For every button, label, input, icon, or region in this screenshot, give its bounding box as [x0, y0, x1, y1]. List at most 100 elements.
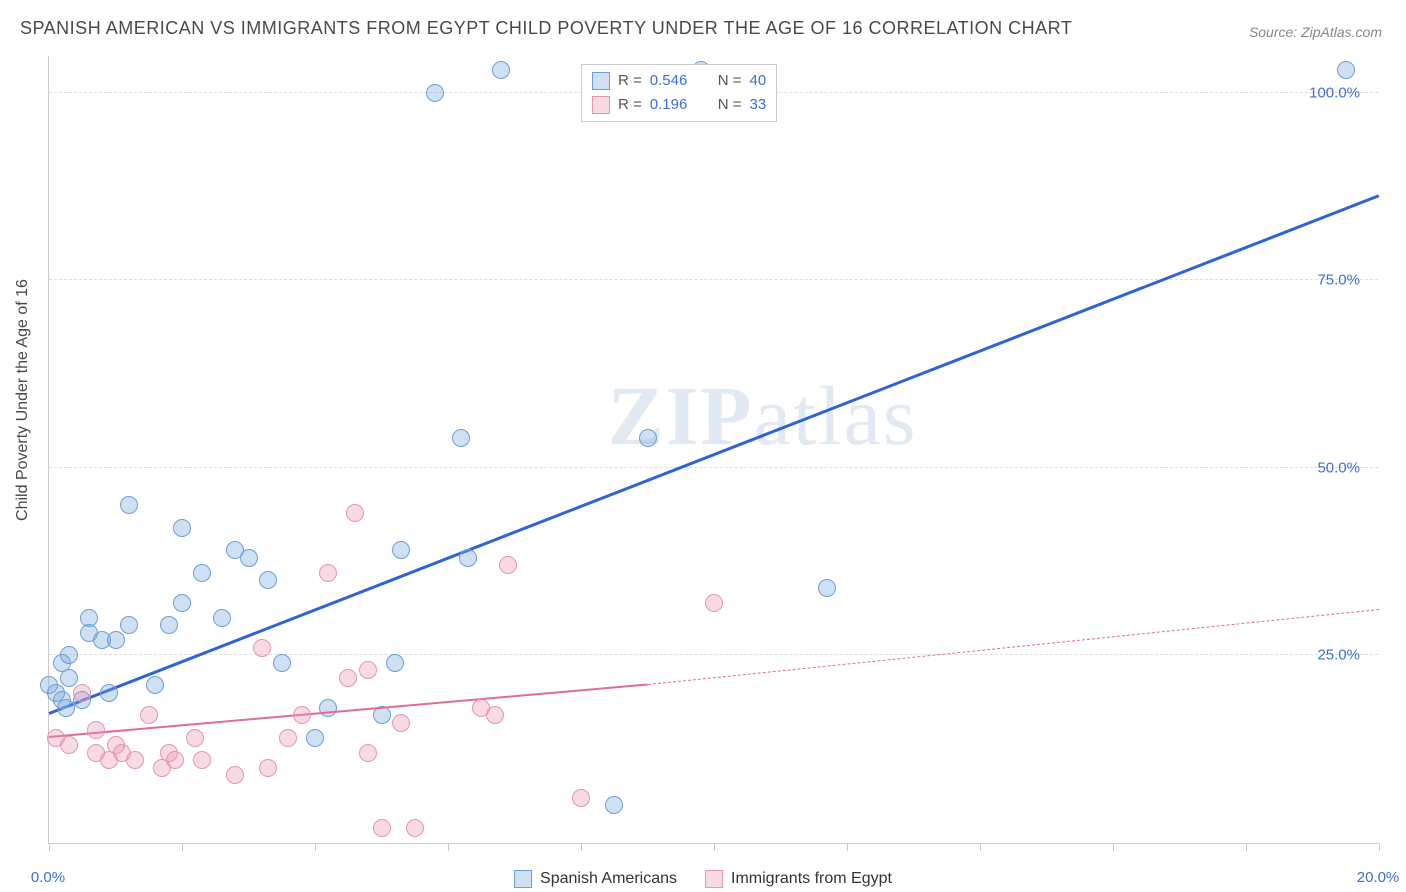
data-point — [120, 616, 138, 634]
data-point — [160, 616, 178, 634]
series-swatch — [592, 72, 610, 90]
correlation-stats-box: R = 0.546 N = 40 R = 0.196 N = 33 — [581, 64, 777, 122]
x-tick — [980, 843, 981, 851]
y-tick-label: 75.0% — [1317, 272, 1360, 289]
data-point — [359, 661, 377, 679]
data-point — [107, 631, 125, 649]
data-point — [87, 721, 105, 739]
data-point — [346, 504, 364, 522]
data-point — [259, 759, 277, 777]
n-value: 40 — [750, 72, 767, 89]
chart-title: SPANISH AMERICAN VS IMMIGRANTS FROM EGYP… — [20, 18, 1072, 39]
data-point — [186, 729, 204, 747]
data-point — [572, 789, 590, 807]
data-point — [213, 609, 231, 627]
x-tick — [1113, 843, 1114, 851]
data-point — [492, 61, 510, 79]
data-point — [452, 429, 470, 447]
x-tick-label: 0.0% — [31, 869, 65, 886]
series-swatch — [592, 96, 610, 114]
legend: Spanish Americans Immigrants from Egypt — [514, 870, 892, 888]
data-point — [605, 796, 623, 814]
data-point — [279, 729, 297, 747]
data-point — [173, 594, 191, 612]
data-point — [705, 594, 723, 612]
data-point — [226, 766, 244, 784]
gridline — [49, 467, 1378, 468]
x-tick — [1246, 843, 1247, 851]
data-point — [1337, 61, 1355, 79]
trend-line — [48, 195, 1379, 716]
data-point — [319, 699, 337, 717]
data-point — [339, 669, 357, 687]
gridline — [49, 279, 1378, 280]
data-point — [639, 429, 657, 447]
x-tick — [847, 843, 848, 851]
data-point — [60, 736, 78, 754]
y-axis-label: Child Poverty Under the Age of 16 — [14, 279, 32, 521]
x-tick-label: 20.0% — [1357, 869, 1400, 886]
data-point — [359, 744, 377, 762]
legend-label: Immigrants from Egypt — [731, 870, 892, 888]
data-point — [373, 819, 391, 837]
data-point — [60, 646, 78, 664]
gridline — [49, 654, 1378, 655]
data-point — [126, 751, 144, 769]
n-label: N = — [718, 72, 742, 89]
data-point — [293, 706, 311, 724]
data-point — [486, 706, 504, 724]
data-point — [166, 751, 184, 769]
data-point — [273, 654, 291, 672]
data-point — [60, 669, 78, 687]
stats-row: R = 0.546 N = 40 — [592, 69, 766, 93]
r-value: 0.196 — [650, 96, 700, 113]
y-tick-label: 100.0% — [1309, 84, 1360, 101]
data-point — [120, 496, 138, 514]
data-point — [319, 564, 337, 582]
trend-line — [49, 683, 648, 738]
x-tick — [315, 843, 316, 851]
data-point — [146, 676, 164, 694]
data-point — [100, 684, 118, 702]
data-point — [392, 541, 410, 559]
legend-swatch — [705, 870, 723, 888]
x-tick — [1379, 843, 1380, 851]
r-label: R = — [618, 96, 642, 113]
data-point — [73, 684, 91, 702]
data-point — [386, 654, 404, 672]
source-attribution: Source: ZipAtlas.com — [1249, 24, 1382, 40]
n-label: N = — [718, 96, 742, 113]
data-point — [499, 556, 517, 574]
data-point — [426, 84, 444, 102]
r-value: 0.546 — [650, 72, 700, 89]
data-point — [306, 729, 324, 747]
data-point — [240, 549, 258, 567]
data-point — [406, 819, 424, 837]
y-tick-label: 50.0% — [1317, 459, 1360, 476]
legend-label: Spanish Americans — [540, 870, 677, 888]
legend-item: Spanish Americans — [514, 870, 677, 888]
x-tick — [49, 843, 50, 851]
legend-item: Immigrants from Egypt — [705, 870, 892, 888]
data-point — [173, 519, 191, 537]
data-point — [57, 699, 75, 717]
n-value: 33 — [750, 96, 767, 113]
x-tick — [714, 843, 715, 851]
data-point — [193, 564, 211, 582]
data-point — [193, 751, 211, 769]
legend-swatch — [514, 870, 532, 888]
data-point — [818, 579, 836, 597]
x-tick — [448, 843, 449, 851]
y-tick-label: 25.0% — [1317, 647, 1360, 664]
x-tick — [581, 843, 582, 851]
watermark: ZIPatlas — [608, 368, 918, 465]
data-point — [259, 571, 277, 589]
data-point — [392, 714, 410, 732]
chart-plot-area: 25.0% 50.0% 75.0% 100.0% ZIPatlas R = 0.546 N =… — [48, 56, 1378, 844]
data-point — [253, 639, 271, 657]
x-tick — [182, 843, 183, 851]
r-label: R = — [618, 72, 642, 89]
stats-row: R = 0.196 N = 33 — [592, 93, 766, 117]
data-point — [140, 706, 158, 724]
data-point — [459, 549, 477, 567]
